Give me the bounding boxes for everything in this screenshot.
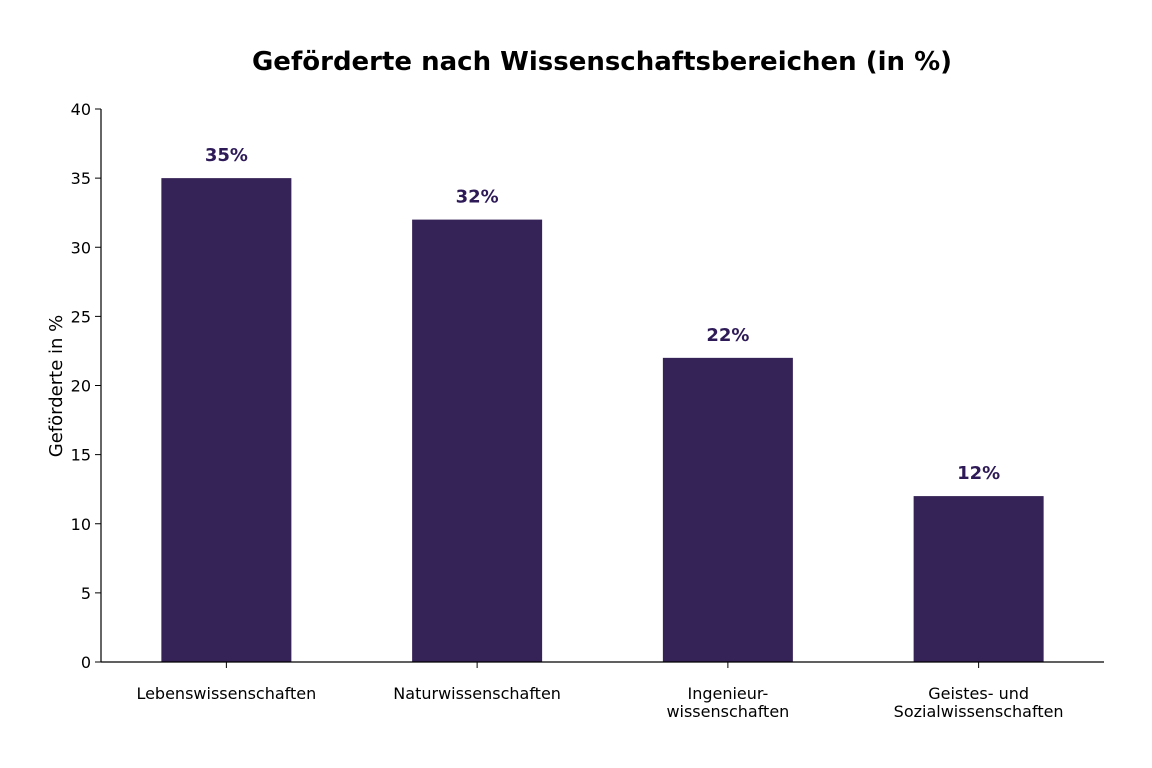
data-label: 35% (205, 145, 248, 166)
x-tick-label: Sozialwissenschaften (894, 702, 1064, 721)
y-tick-label: 30 (71, 238, 91, 257)
y-tick-label: 15 (71, 446, 91, 465)
data-label: 12% (957, 463, 1000, 484)
y-tick-label: 5 (81, 584, 91, 603)
x-tick-label: Naturwissenschaften (393, 684, 561, 703)
x-tick-label: Ingenieur- (687, 684, 768, 703)
bar (662, 357, 793, 662)
chart-title: Geförderte nach Wissenschaftsbereichen (… (252, 47, 952, 77)
y-axis-label: Geförderte in % (46, 315, 67, 457)
x-tick-label: Geistes- und (928, 684, 1029, 703)
bar (161, 178, 292, 662)
y-tick-label: 10 (71, 515, 91, 534)
y-tick-label: 40 (71, 100, 91, 119)
y-axis-ticks: 0 5 10 15 20 25 30 35 40 (71, 100, 101, 672)
x-tick-label: Lebenswissenschaften (136, 684, 316, 703)
y-tick-label: 0 (81, 653, 91, 672)
y-tick-label: 20 (71, 377, 91, 396)
data-label: 32% (456, 187, 499, 208)
data-label: 22% (706, 325, 749, 346)
bar (412, 219, 543, 662)
bars-group (161, 178, 1044, 662)
y-tick-label: 25 (71, 307, 91, 326)
y-tick-label: 35 (71, 169, 91, 188)
x-tick-label: wissenschaften (666, 702, 789, 721)
bar (913, 496, 1044, 662)
data-labels-group: 35% 32% 22% 12% (205, 145, 1000, 484)
x-axis-ticks: Lebenswissenschaften Naturwissenschaften I… (136, 662, 1064, 721)
